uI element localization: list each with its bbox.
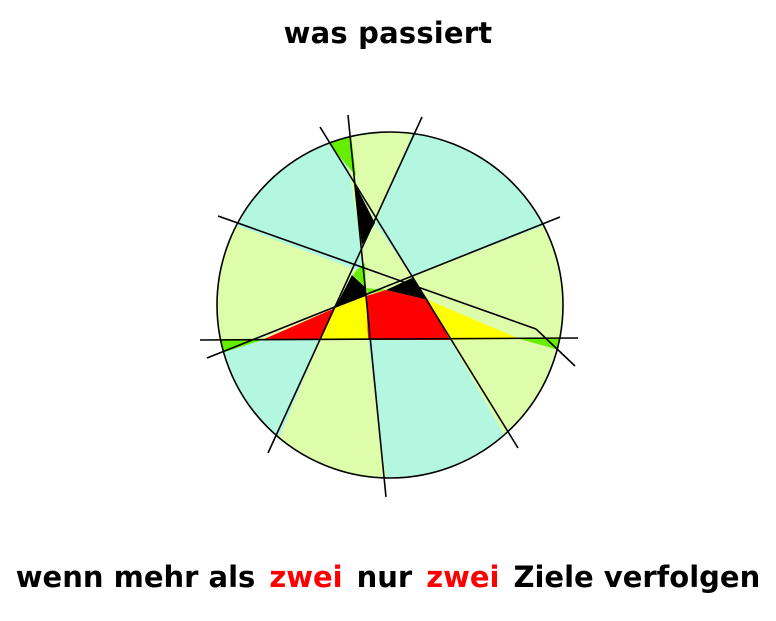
line-horizontal [199, 337, 579, 341]
region-yellow-left [320, 296, 368, 340]
region-yellow-right [428, 300, 520, 340]
circle-outline [216, 131, 564, 479]
line-left-diagonal [217, 215, 537, 330]
sliver-right [520, 339, 563, 356]
caption-highlight2: zwei [426, 560, 500, 594]
line-top-right-diagonal [267, 116, 423, 454]
sliver-left [217, 340, 262, 360]
diagram-title: was passiert [283, 16, 493, 50]
triangle-black-right [386, 278, 428, 300]
line-right-short [535, 328, 576, 367]
line-right-diagonal [206, 216, 561, 359]
region-red-left [262, 308, 335, 340]
caption-part1: wenn mehr als [15, 560, 256, 594]
caption-part2: nur [356, 560, 413, 594]
caption-part3: Ziele verfolgen [513, 560, 761, 594]
caption-highlight1: zwei [269, 560, 343, 594]
triangle-black-center [335, 275, 366, 308]
line-near-vertical [347, 114, 387, 498]
sector-bottom-middle [368, 340, 530, 478]
caption: wenn mehr als zwei nur zwei Ziele verfolgen [0, 560, 776, 594]
